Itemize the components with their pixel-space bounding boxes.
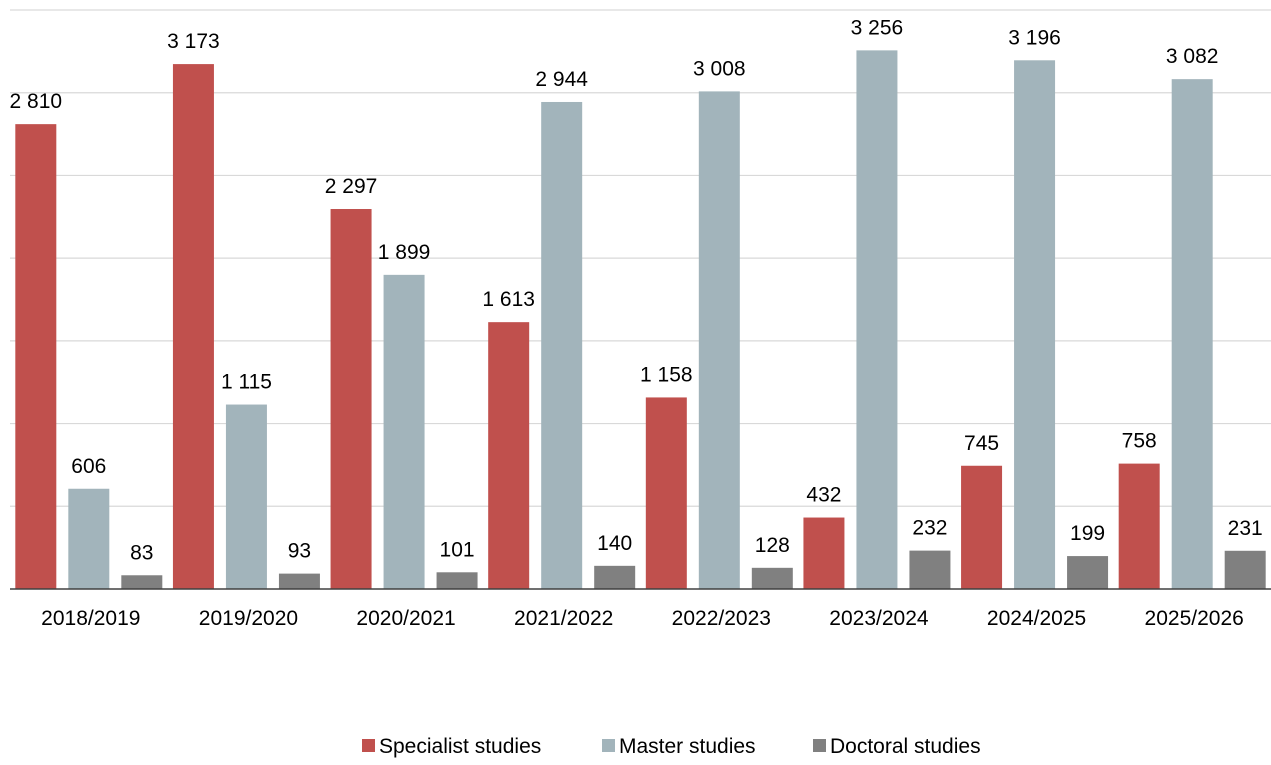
legend-label: Specialist studies — [379, 735, 541, 758]
legend: Specialist studies Master studies Doctoral… — [362, 735, 981, 758]
bar-master-studies — [541, 101, 583, 590]
data-label: 3 173 — [167, 30, 220, 53]
bar-doctoral-studies — [751, 567, 793, 589]
data-label: 3 256 — [851, 16, 904, 39]
data-label: 199 — [1070, 522, 1105, 545]
data-label: 101 — [440, 538, 475, 561]
x-tick-label: 2019/2020 — [199, 607, 298, 630]
x-tick-label: 2022/2023 — [672, 607, 771, 630]
data-label: 2 297 — [325, 175, 378, 198]
x-tick-label: 2024/2025 — [987, 607, 1086, 630]
bar-doctoral-studies — [436, 572, 478, 589]
bar-master-studies — [383, 274, 425, 589]
data-label: 3 196 — [1008, 26, 1061, 49]
data-label: 1 158 — [640, 363, 693, 386]
bar-master-studies — [856, 50, 898, 590]
bar-specialist-studies — [488, 322, 530, 589]
bar-doctoral-studies — [121, 575, 163, 589]
bar-doctoral-studies — [594, 565, 636, 589]
data-label: 140 — [597, 532, 632, 555]
data-label: 606 — [71, 455, 106, 478]
x-tick-labels-group: 2018/2019 2019/2020 2020/2021 2021/2022 2022… — [41, 607, 1244, 630]
bar-master-studies — [225, 404, 267, 589]
x-tick-label: 2023/2024 — [829, 607, 929, 630]
data-label: 3 082 — [1166, 45, 1219, 68]
legend-label: Master studies — [619, 735, 756, 758]
data-label: 232 — [912, 517, 947, 540]
bar-doctoral-studies — [278, 573, 320, 589]
bar-specialist-studies — [803, 517, 845, 589]
x-tick-label: 2020/2021 — [356, 607, 455, 630]
data-label: 745 — [964, 432, 999, 455]
bar-master-studies — [1014, 60, 1056, 590]
bars-group — [15, 50, 1266, 590]
data-label: 3 008 — [693, 57, 746, 80]
bar-specialist-studies — [15, 124, 57, 589]
legend-swatch — [602, 739, 615, 752]
bar-specialist-studies — [330, 209, 372, 590]
bar-master-studies — [1171, 79, 1213, 589]
legend-swatch — [813, 739, 826, 752]
data-label: 93 — [288, 540, 311, 563]
x-tick-label: 2025/2026 — [1145, 607, 1244, 630]
data-labels-group: 2 810 606 83 3 173 1 115 93 2 297 1 899 101 1 613… — [10, 16, 1263, 564]
bar-master-studies — [68, 488, 110, 589]
bar-specialist-studies — [172, 64, 214, 589]
data-label: 758 — [1122, 430, 1157, 453]
bar-doctoral-studies — [1224, 550, 1266, 589]
bar-master-studies — [698, 91, 740, 589]
data-label: 432 — [806, 484, 841, 507]
bar-specialist-studies — [1118, 463, 1160, 589]
x-tick-label: 2021/2022 — [514, 607, 613, 630]
data-label: 2 944 — [535, 68, 588, 91]
gridlines — [10, 9, 1271, 507]
bar-specialist-studies — [645, 397, 687, 589]
data-label: 2 810 — [10, 90, 63, 113]
data-label: 1 115 — [221, 371, 272, 394]
bar-doctoral-studies — [909, 550, 951, 589]
bar-doctoral-studies — [1067, 556, 1109, 589]
x-tick-label: 2018/2019 — [41, 607, 140, 630]
data-label: 1 899 — [378, 241, 431, 264]
data-label: 1 613 — [482, 288, 535, 311]
data-label: 128 — [755, 534, 790, 557]
data-label: 83 — [130, 541, 153, 564]
legend-swatch — [362, 739, 375, 752]
bar-specialist-studies — [961, 465, 1003, 589]
legend-label: Doctoral studies — [830, 735, 981, 758]
data-label: 231 — [1228, 517, 1263, 540]
